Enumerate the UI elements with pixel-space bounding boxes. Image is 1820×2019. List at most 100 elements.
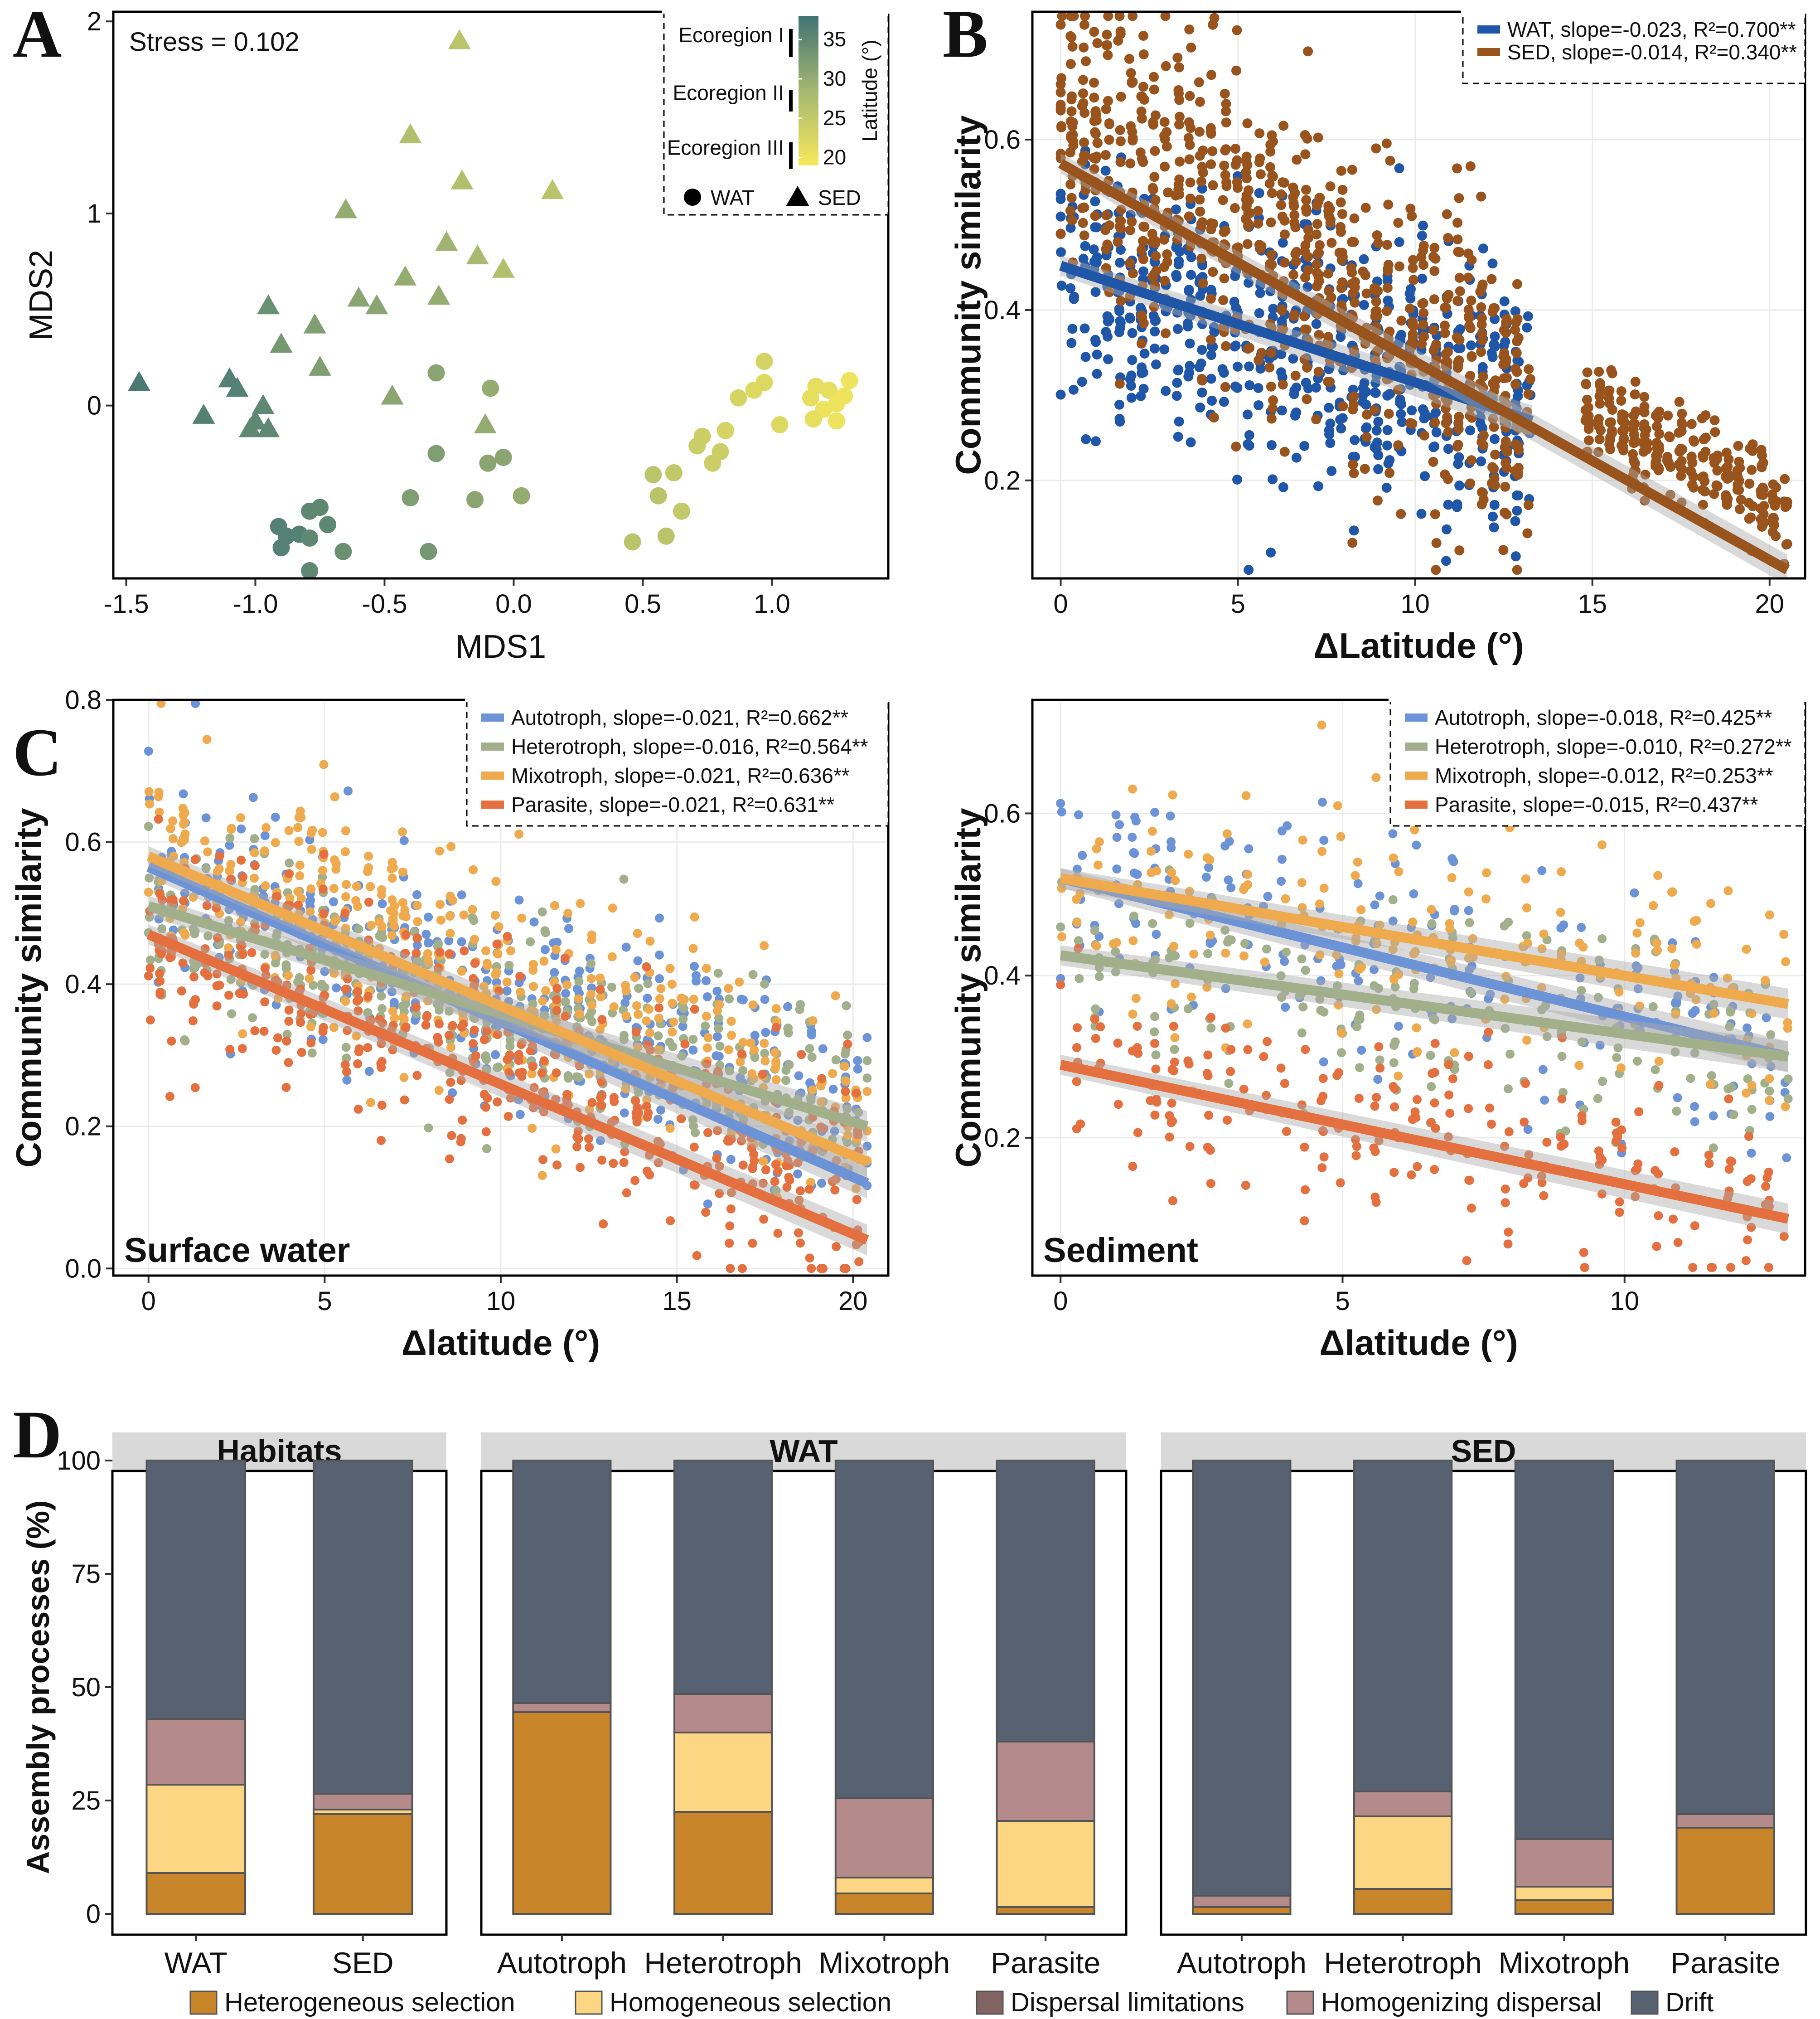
- point-parasite: [1431, 1124, 1440, 1133]
- point-mixotroph: [1742, 945, 1751, 954]
- point-parasite: [377, 1039, 386, 1048]
- point-sed: [1065, 31, 1076, 41]
- point-parasite: [260, 997, 270, 1007]
- point-mixotroph: [1537, 944, 1547, 954]
- x-tick-label: 0: [141, 1286, 156, 1316]
- point-sed: [1079, 19, 1089, 30]
- point-parasite: [1556, 1132, 1565, 1142]
- point-parasite: [154, 815, 163, 824]
- point-sed: [1231, 65, 1241, 76]
- point-sed: [1442, 412, 1452, 422]
- point-mixotroph: [1315, 950, 1325, 960]
- point-mixotroph: [702, 1011, 711, 1021]
- point-mixotroph: [1557, 950, 1566, 959]
- point-heterotroph: [227, 1009, 236, 1019]
- point-parasite: [854, 1257, 864, 1267]
- x-tick-label: 20: [838, 1286, 868, 1316]
- point-mixotroph: [1464, 887, 1473, 897]
- point-autotroph: [1690, 1117, 1699, 1126]
- point-wat: [1336, 423, 1346, 434]
- point-parasite: [1090, 1014, 1099, 1024]
- fit-line-parasite: [146, 930, 869, 1245]
- legend-top-mask: [662, 10, 890, 14]
- point-sed: [1350, 297, 1360, 308]
- point-autotroph: [378, 899, 387, 908]
- point-heterotroph: [526, 937, 535, 946]
- point-wat: [1420, 471, 1430, 481]
- point-sed: [1303, 265, 1313, 275]
- point-mixotroph: [1632, 928, 1642, 938]
- point-wat: [1510, 516, 1520, 526]
- point-parasite: [759, 1214, 769, 1224]
- facet-title: WAT: [770, 1433, 837, 1469]
- point-heterotroph: [805, 1044, 814, 1053]
- legend-label-parasite: Parasite, slope=-0.021, R²=0.631**: [511, 793, 835, 816]
- point-heterotroph: [434, 1005, 444, 1015]
- point-parasite: [1167, 1065, 1177, 1074]
- point-mixotroph: [1112, 938, 1121, 947]
- point-wat: [1089, 257, 1099, 267]
- point-heterotroph: [854, 1107, 863, 1117]
- y-tick-label: 0.8: [65, 685, 102, 715]
- point-heterotroph: [1597, 934, 1607, 943]
- point-parasite: [458, 1116, 467, 1125]
- point-wat: [1500, 337, 1510, 347]
- point-sed: [1347, 237, 1357, 247]
- x-tick-label: 15: [662, 1286, 692, 1316]
- point-parasite: [401, 948, 410, 958]
- point-mixotroph: [1691, 995, 1701, 1005]
- point-wat: [1150, 326, 1160, 337]
- point-sed: [1292, 155, 1302, 165]
- point-sed: [1452, 163, 1462, 174]
- mds-point-wat: [301, 562, 319, 580]
- point-parasite: [852, 1195, 862, 1204]
- point-sed: [1267, 188, 1277, 199]
- point-heterotroph: [225, 833, 235, 843]
- point-wat: [1254, 188, 1264, 198]
- point-wat: [1265, 286, 1276, 296]
- bar-segment-parasite: [1675, 1460, 1775, 1815]
- y-axis-title: MDS2: [23, 250, 59, 340]
- point-sed: [1090, 107, 1101, 117]
- legend-shape-wat: [684, 189, 701, 206]
- point-parasite: [539, 1087, 549, 1097]
- point-parasite: [1487, 1119, 1496, 1129]
- mds-point-sed: [270, 333, 293, 353]
- point-autotroph: [344, 786, 353, 796]
- point-sed: [1172, 53, 1183, 63]
- point-sed: [1103, 50, 1113, 60]
- point-autotroph: [703, 1199, 712, 1208]
- point-sed: [1605, 417, 1615, 428]
- bar-segment-heterotroph: [1353, 1460, 1453, 1792]
- point-sed: [1303, 46, 1313, 57]
- point-mixotroph: [1394, 1071, 1403, 1081]
- point-parasite: [1113, 1039, 1123, 1048]
- fit-line-mixotroph: [1060, 873, 1789, 1009]
- point-mixotroph: [445, 911, 455, 921]
- bar-segment-wat: [145, 1718, 247, 1786]
- point-wat: [1338, 365, 1349, 376]
- point-mixotroph: [1522, 903, 1532, 912]
- panel-label-a: A: [13, 0, 62, 72]
- point-sed: [1640, 495, 1650, 506]
- point-parasite: [587, 1098, 597, 1107]
- point-parasite: [191, 995, 200, 1005]
- point-heterotroph: [1709, 1000, 1718, 1009]
- point-sed: [1604, 439, 1615, 450]
- point-heterotroph: [1281, 947, 1291, 957]
- point-parasite: [297, 1048, 306, 1057]
- point-sed: [1466, 296, 1476, 306]
- point-parasite: [747, 1144, 756, 1153]
- point-autotroph: [1114, 899, 1123, 908]
- point-parasite: [1241, 1180, 1250, 1190]
- point-parasite: [284, 1016, 294, 1026]
- point-wat: [1358, 383, 1368, 393]
- point-mixotroph: [227, 824, 236, 833]
- point-sed: [1198, 278, 1208, 288]
- point-wat: [1455, 324, 1465, 335]
- point-autotroph: [457, 890, 466, 900]
- point-sed: [1148, 184, 1158, 195]
- point-heterotroph: [634, 984, 644, 993]
- point-mixotroph: [1092, 844, 1101, 854]
- point-mixotroph: [1185, 887, 1194, 896]
